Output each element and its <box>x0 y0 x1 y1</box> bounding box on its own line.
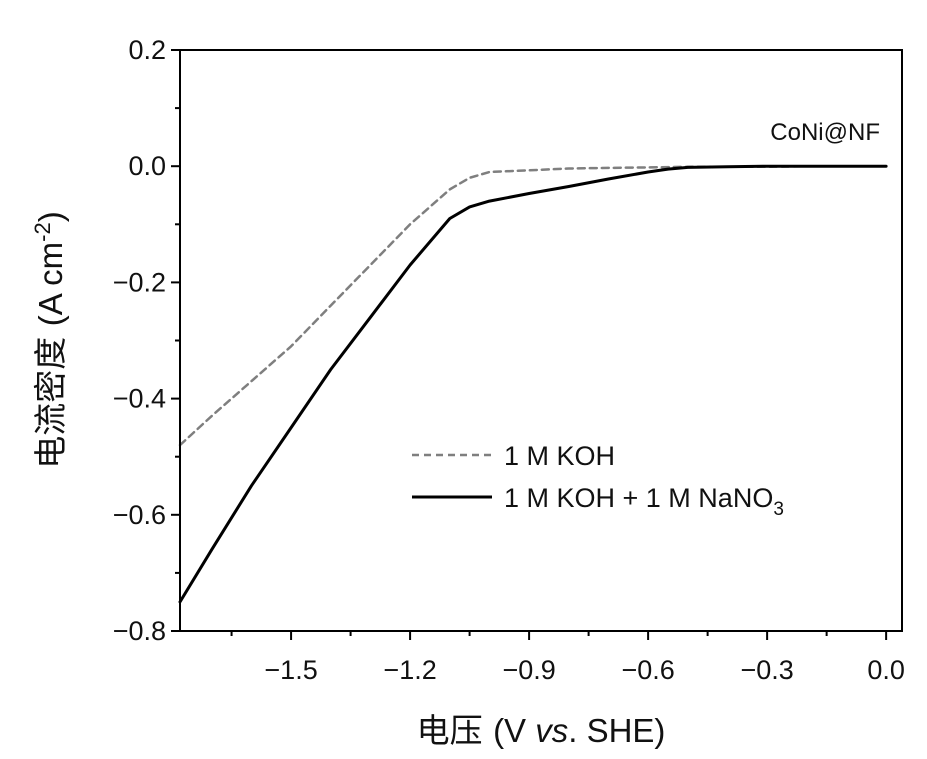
x-tick-label: −1.2 <box>383 655 436 685</box>
y-title-superscript: -2 <box>30 222 55 242</box>
y-tick-label: −0.6 <box>113 500 166 530</box>
legend-label-subscript: 3 <box>773 499 784 520</box>
y-axis-title: 电流密度 (A cm-2) <box>30 211 70 468</box>
plot-frame <box>179 49 903 632</box>
x-title-cn: 电压 <box>417 711 494 750</box>
series-layer <box>178 164 888 604</box>
series-line-1 <box>178 164 888 604</box>
y-title-text: (A cm <box>32 242 69 326</box>
x-tick-label: 0.0 <box>867 655 905 685</box>
y-tick-label: −0.8 <box>113 616 166 646</box>
y-tick-label: −0.2 <box>113 267 166 297</box>
y-tick-label: 0.2 <box>128 35 166 65</box>
legend-label-text: 1 M KOH <box>504 441 615 471</box>
x-title-italic: vs <box>535 712 568 749</box>
y-tick-label: 0.0 <box>128 151 166 181</box>
x-tick-label: −1.5 <box>264 655 317 685</box>
x-axis-title: 电压 (V vs. SHE) <box>417 711 666 750</box>
y-tick-labels: −0.8 −0.6 −0.4 −0.2 0.0 0.2 <box>113 35 166 646</box>
y-title-cn: 电流密度 <box>31 326 70 469</box>
legend-label-koh-nano3: 1 M KOH + 1 M NaNO3 <box>504 483 784 520</box>
legend: 1 M KOH 1 M KOH + 1 M NaNO3 <box>412 441 784 520</box>
x-title-text: (V <box>493 712 535 749</box>
y-tick-label: −0.4 <box>113 384 166 414</box>
y-title-tail: ) <box>32 211 69 222</box>
x-tick-label: −0.3 <box>740 655 793 685</box>
x-tick-labels: −1.5 −1.2 −0.9 −0.6 −0.3 0.0 <box>264 655 904 685</box>
x-tick-label: −0.9 <box>502 655 555 685</box>
legend-label-koh: 1 M KOH <box>504 441 615 471</box>
chart-annotation: CoNi@NF <box>770 119 880 146</box>
x-tick-label: −0.6 <box>621 655 674 685</box>
x-title-tail: . SHE) <box>568 712 665 749</box>
series-line-0 <box>178 164 888 447</box>
legend-label-text: 1 M KOH + 1 M NaNO <box>504 483 773 513</box>
